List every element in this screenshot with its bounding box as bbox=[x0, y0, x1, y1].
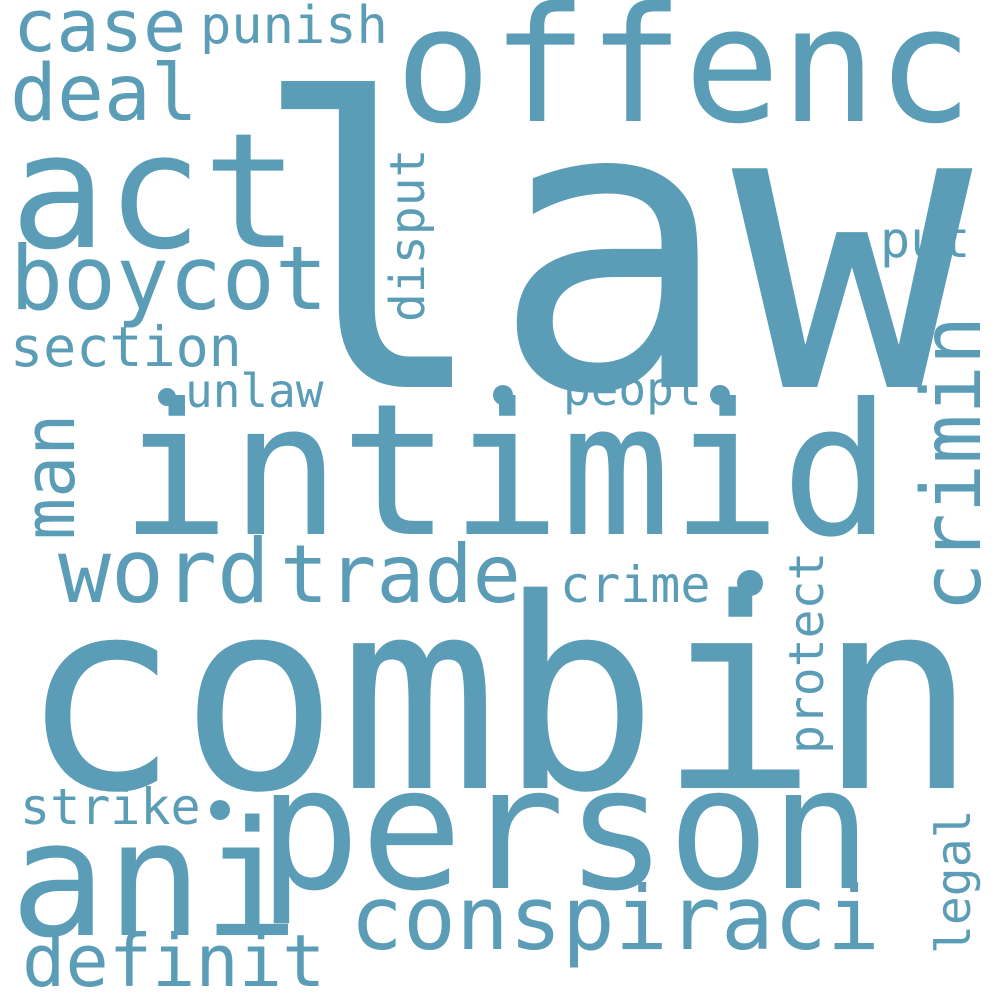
dot-mark bbox=[710, 385, 730, 405]
word-unlaw: unlaw bbox=[185, 364, 324, 418]
word-person: person bbox=[258, 731, 873, 929]
dot-mark bbox=[493, 385, 513, 405]
word-intimid: intimid bbox=[120, 365, 892, 578]
word-punish: punish bbox=[200, 0, 388, 56]
dot-mark bbox=[158, 388, 176, 406]
word-offenc: offenc bbox=[395, 0, 973, 159]
word-definit: definit bbox=[22, 919, 326, 1000]
word-crimin: crimin bbox=[905, 315, 1000, 612]
word-strike: strike bbox=[20, 778, 201, 836]
word-crime: crime bbox=[560, 556, 711, 614]
dot-mark bbox=[737, 570, 763, 596]
word-protect: protect bbox=[779, 551, 835, 754]
word-combin: combin bbox=[20, 543, 978, 851]
dot-mark bbox=[210, 800, 230, 820]
word-word: word bbox=[58, 520, 270, 623]
word-ani: ani bbox=[10, 786, 299, 973]
word-man: man bbox=[9, 413, 91, 540]
word-deal: deal bbox=[10, 49, 198, 139]
word-case: case bbox=[13, 0, 187, 68]
word-disput: disput bbox=[380, 148, 436, 322]
word-peopl: peopl bbox=[563, 362, 702, 416]
word-legal: legal bbox=[926, 809, 982, 955]
word-law: law bbox=[250, 17, 973, 482]
word-boycot: boycot bbox=[10, 227, 328, 330]
word-put: put bbox=[880, 211, 971, 269]
word-section: section bbox=[10, 315, 242, 379]
word-conspiraci: conspiraci bbox=[350, 867, 880, 970]
word-act: act bbox=[10, 98, 299, 285]
word-trade: trade bbox=[280, 528, 521, 621]
